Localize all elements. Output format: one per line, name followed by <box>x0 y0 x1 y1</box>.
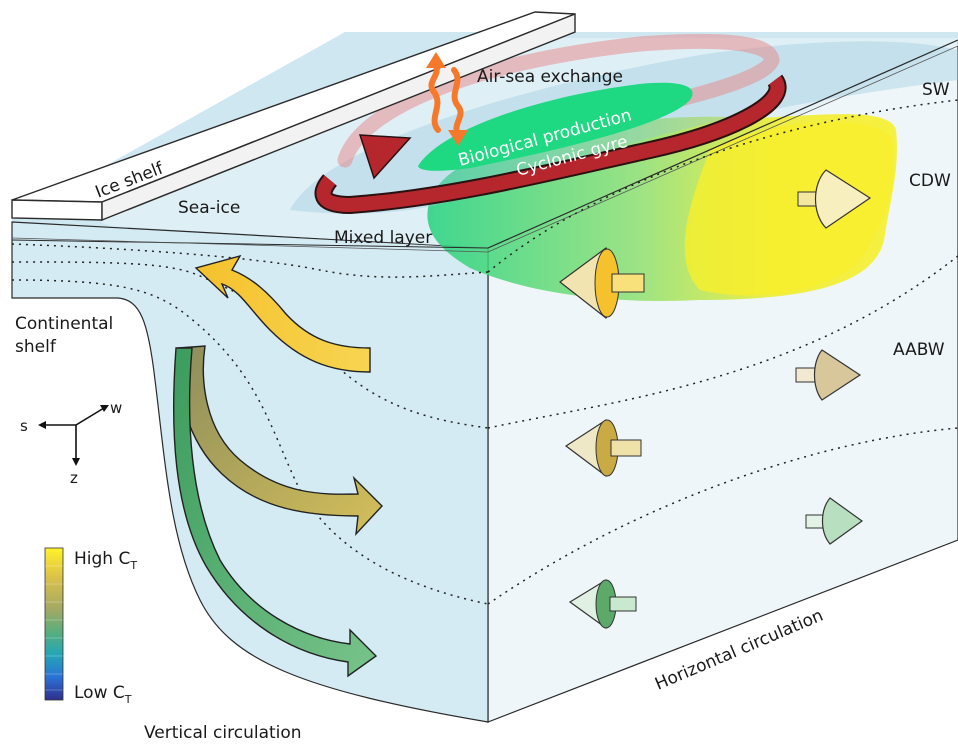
sw-label: SW <box>922 80 950 100</box>
mixed-layer-bottom-line <box>11 45 958 253</box>
cdw-label: CDW <box>909 171 951 191</box>
vertical-arrow-olive <box>177 345 383 537</box>
axis-w-label: w <box>110 399 122 417</box>
cyclonic-gyre-front-fill <box>316 75 785 213</box>
cone-aabw-upper-right <box>795 349 862 401</box>
air-sea-down-arrowhead <box>448 130 468 146</box>
air-sea-exchange-arrows <box>428 63 464 137</box>
aabw-label: AABW <box>893 340 945 360</box>
biological-production-band <box>418 82 693 171</box>
colorbar-high-label: High CT <box>74 549 137 572</box>
sea-ice-label: Sea-ice <box>178 198 240 218</box>
air-sea-up-arrowhead <box>426 52 446 68</box>
colorbar-low-label: Low CT <box>74 683 132 706</box>
ice-shelf-front <box>11 199 103 221</box>
cdw-yellow-region <box>684 121 894 296</box>
cyclonic-gyre-arrowhead <box>358 134 412 180</box>
colorbar <box>44 547 64 701</box>
cone-aabw-lower-right <box>805 497 864 545</box>
cone-aabw-upper-left <box>564 419 642 477</box>
cone-aabw-lower-left <box>568 579 637 629</box>
mixed-layer-line-front <box>11 239 489 249</box>
cone-cdw-right <box>797 169 872 229</box>
continental-shelf-label-1: Continental <box>15 314 113 334</box>
isopycnals-side <box>487 99 958 605</box>
coordinate-axes <box>38 405 109 466</box>
isopycnals-front <box>11 243 489 605</box>
cone-cdw-left <box>559 247 645 319</box>
continental-shelf-label-2: shelf <box>15 337 57 357</box>
mixed-layer-line-side <box>487 39 958 249</box>
vertical-circulation-label: Vertical circulation <box>144 723 302 743</box>
vertical-arrow-green <box>172 347 378 678</box>
cyclonic-gyre-back <box>337 33 780 168</box>
vertical-arrow-yellow <box>194 254 371 373</box>
mixed-layer-label: Mixed layer <box>334 228 432 248</box>
ice-shelf-side <box>101 12 576 222</box>
colorbar-ticks <box>45 565 63 691</box>
air-sea-exchange-label: Air-sea exchange <box>477 67 623 87</box>
axis-z-label: z <box>70 469 78 487</box>
axis-s-label: s <box>20 417 28 435</box>
